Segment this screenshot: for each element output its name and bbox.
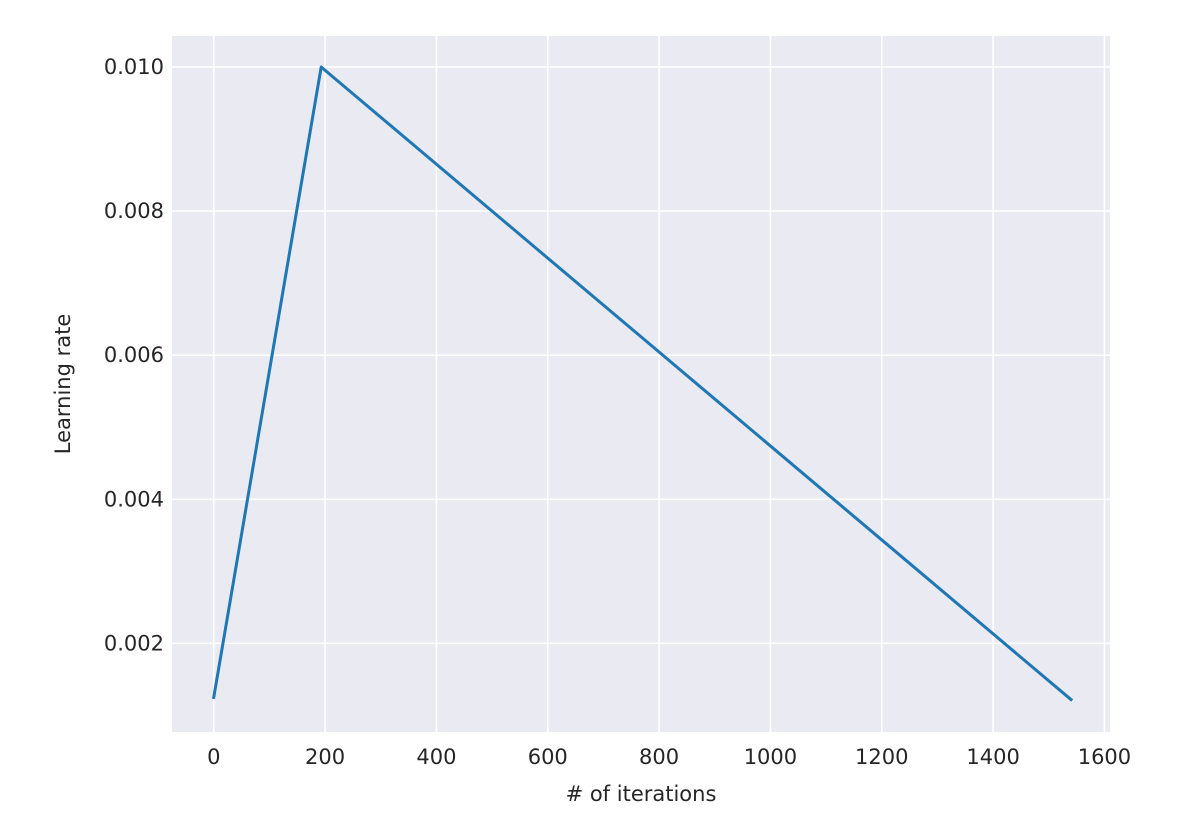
- y-tick-label: 0.006: [104, 343, 164, 367]
- x-tick-label: 600: [528, 745, 568, 769]
- x-tick-label: 800: [639, 745, 679, 769]
- x-tick-label: 1200: [855, 745, 908, 769]
- x-tick-label: 200: [305, 745, 345, 769]
- plot-area: [172, 36, 1110, 732]
- x-axis-ticks: 0 200 400 600 800 1000 1200 1400 1600: [207, 745, 1131, 769]
- y-tick-label: 0.010: [104, 55, 164, 79]
- x-tick-label: 400: [416, 745, 456, 769]
- x-tick-label: 1000: [744, 745, 797, 769]
- y-axis-label: Learning rate: [51, 314, 75, 455]
- series-line: [212, 65, 1074, 702]
- x-tick-label: 1400: [966, 745, 1019, 769]
- x-axis-label: # of iterations: [566, 782, 717, 806]
- y-tick-label: 0.002: [104, 631, 164, 655]
- y-axis-ticks: 0.002 0.004 0.006 0.008 0.010: [104, 55, 164, 655]
- series-layer: [212, 65, 1074, 702]
- y-tick-label: 0.004: [104, 487, 164, 511]
- x-tick-label: 0: [207, 745, 220, 769]
- x-tick-label: 1600: [1078, 745, 1131, 769]
- y-tick-label: 0.008: [104, 199, 164, 223]
- grid: [172, 36, 1110, 732]
